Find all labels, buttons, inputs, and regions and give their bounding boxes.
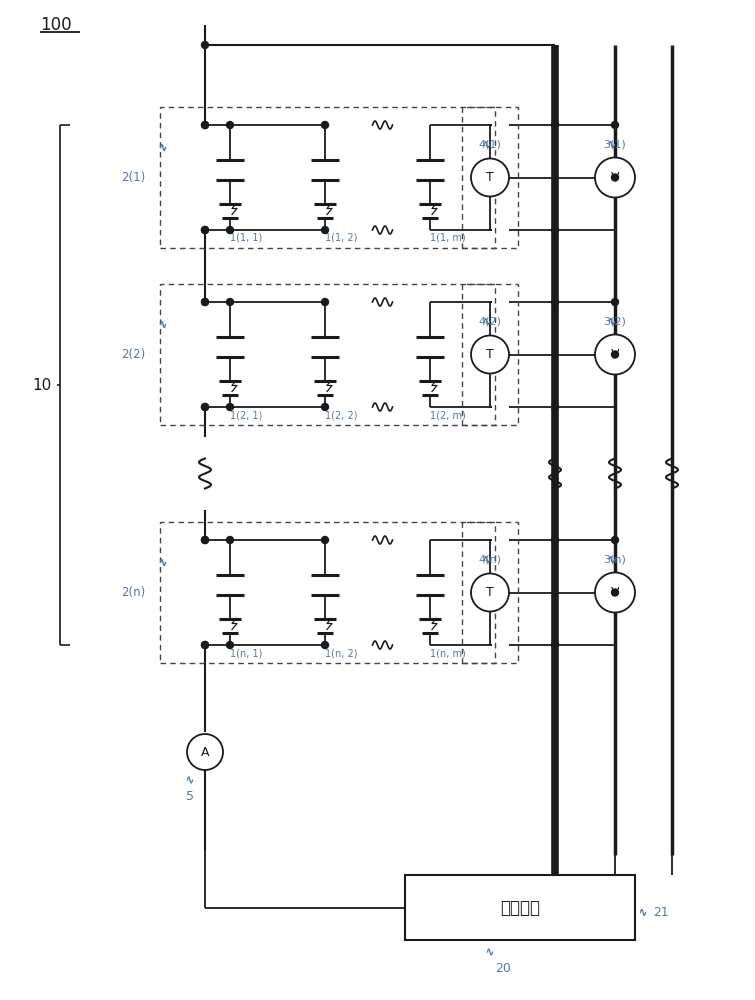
Text: 1(n, 1): 1(n, 1) <box>230 648 263 658</box>
Circle shape <box>226 642 233 648</box>
Text: 3(n): 3(n) <box>603 554 627 564</box>
Text: 1(n, 2): 1(n, 2) <box>325 648 358 658</box>
Text: 2(2): 2(2) <box>121 348 145 361</box>
Circle shape <box>226 403 233 410</box>
Text: V: V <box>611 171 619 184</box>
Text: 3(2): 3(2) <box>603 316 627 326</box>
Circle shape <box>322 536 328 544</box>
Text: T: T <box>486 348 494 361</box>
Text: 21: 21 <box>653 906 669 919</box>
Text: 4(2): 4(2) <box>479 316 501 326</box>
Text: 1(2, m): 1(2, m) <box>430 410 466 420</box>
Text: A: A <box>201 746 209 758</box>
Circle shape <box>226 227 233 233</box>
Circle shape <box>551 403 559 410</box>
Circle shape <box>187 734 223 770</box>
Circle shape <box>322 121 328 128</box>
Circle shape <box>322 403 328 410</box>
Bar <box>160 522 495 663</box>
Circle shape <box>202 41 208 48</box>
Circle shape <box>595 157 635 198</box>
Circle shape <box>202 227 208 233</box>
Text: 4(1): 4(1) <box>479 139 501 149</box>
Circle shape <box>202 121 208 128</box>
Text: V: V <box>611 586 619 599</box>
Text: 20: 20 <box>495 962 511 975</box>
Text: 1(2, 1): 1(2, 1) <box>230 410 263 420</box>
Circle shape <box>612 536 618 544</box>
Circle shape <box>612 174 618 181</box>
Circle shape <box>202 403 208 410</box>
Text: 2(1): 2(1) <box>121 171 145 184</box>
Circle shape <box>471 574 509 611</box>
Circle shape <box>202 227 208 233</box>
Circle shape <box>612 298 618 306</box>
Text: 1(1, 1): 1(1, 1) <box>230 233 262 243</box>
Circle shape <box>202 536 208 544</box>
Text: 判定单元: 判定单元 <box>500 898 540 916</box>
Circle shape <box>551 536 559 544</box>
Bar <box>405 875 635 940</box>
Text: 1(n, m): 1(n, m) <box>430 648 466 658</box>
Circle shape <box>322 642 328 648</box>
Text: 3(1): 3(1) <box>604 139 627 149</box>
Circle shape <box>551 227 559 233</box>
Circle shape <box>612 589 618 596</box>
Text: 1(2, 2): 1(2, 2) <box>325 410 358 420</box>
Circle shape <box>226 536 233 544</box>
Circle shape <box>471 158 509 196</box>
Circle shape <box>202 642 208 648</box>
Text: T: T <box>486 171 494 184</box>
Circle shape <box>612 121 618 128</box>
Circle shape <box>595 572 635 612</box>
Circle shape <box>202 536 208 544</box>
Circle shape <box>202 403 208 410</box>
Circle shape <box>202 298 208 306</box>
Bar <box>160 284 495 425</box>
Bar <box>160 107 495 248</box>
Circle shape <box>471 336 509 373</box>
Bar <box>462 107 518 248</box>
Text: V: V <box>611 348 619 361</box>
Circle shape <box>322 298 328 306</box>
Text: 10: 10 <box>32 377 52 392</box>
Circle shape <box>202 121 208 128</box>
Bar <box>462 522 518 663</box>
Circle shape <box>595 334 635 374</box>
Circle shape <box>551 642 559 648</box>
Circle shape <box>226 298 233 306</box>
Text: 1(1, m): 1(1, m) <box>430 233 466 243</box>
Circle shape <box>202 298 208 306</box>
Circle shape <box>551 298 559 306</box>
Text: 2(n): 2(n) <box>121 586 145 599</box>
Circle shape <box>612 351 618 358</box>
Text: 4(n): 4(n) <box>479 554 501 564</box>
Circle shape <box>226 121 233 128</box>
Circle shape <box>551 121 559 128</box>
Text: 5: 5 <box>186 790 194 803</box>
Circle shape <box>202 642 208 648</box>
Text: 100: 100 <box>40 16 72 34</box>
Circle shape <box>322 227 328 233</box>
Text: 1(1, 2): 1(1, 2) <box>325 233 357 243</box>
Bar <box>462 284 518 425</box>
Text: T: T <box>486 586 494 599</box>
